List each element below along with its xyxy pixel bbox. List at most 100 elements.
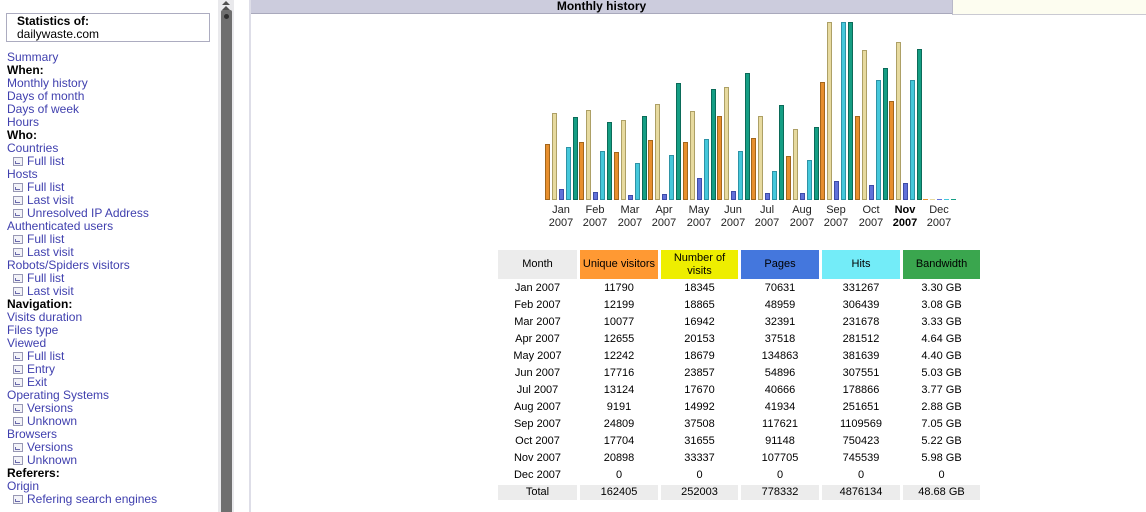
sublist-icon-mark bbox=[15, 239, 20, 242]
sidebar-link-days-of-week[interactable]: Days of week bbox=[7, 103, 80, 116]
sidebar-item-monthly-history[interactable]: Monthly history bbox=[0, 77, 218, 90]
sidebar-link-summary[interactable]: Summary bbox=[7, 51, 59, 64]
sidebar-item-versions[interactable]: Versions bbox=[0, 441, 218, 454]
sidebar-item-full-list[interactable]: Full list bbox=[0, 350, 218, 363]
bar-hits-mar-2007 bbox=[634, 163, 640, 200]
value-cell-hits: 331267 bbox=[822, 281, 900, 296]
sidebar-item-days-of-month[interactable]: Days of month bbox=[0, 90, 218, 103]
sidebar-item-refering-search-engines[interactable]: Refering search engines bbox=[0, 493, 218, 506]
sidebar-item-unresolved-ip-address[interactable]: Unresolved IP Address bbox=[0, 207, 218, 220]
bar-number-of-visits-aug-2007 bbox=[792, 129, 798, 200]
sidebar-item-full-list[interactable]: Full list bbox=[0, 181, 218, 194]
sidebar-item-summary[interactable]: Summary bbox=[0, 51, 218, 64]
x-axis-label-dec-2007: Dec 2007 bbox=[922, 204, 956, 230]
sidebar-item-unknown[interactable]: Unknown bbox=[0, 454, 218, 467]
sidebar-link-operating-systems[interactable]: Operating Systems bbox=[7, 389, 110, 402]
sublist-icon bbox=[13, 365, 23, 374]
sidebar-section-navigation: Navigation: bbox=[7, 298, 73, 311]
value-cell-number-of-visits: 17670 bbox=[661, 383, 738, 398]
sidebar-link-visits-duration[interactable]: Visits duration bbox=[7, 311, 83, 324]
sidebar-item-last-visit[interactable]: Last visit bbox=[0, 194, 218, 207]
scroll-up-icon[interactable] bbox=[218, 0, 234, 10]
bar-hits-aug-2007 bbox=[806, 160, 812, 200]
x-axis-year: 2007 bbox=[858, 217, 884, 229]
sidebar-item-hours[interactable]: Hours bbox=[0, 116, 218, 129]
bar-bandwidth-apr-2007 bbox=[675, 83, 681, 200]
sidebar-link-exit[interactable]: Exit bbox=[27, 376, 48, 389]
table-body: Jan 2007 11790 18345 70631 331267 3.30 GB Feb … bbox=[498, 281, 980, 500]
sidebar-link-unknown[interactable]: Unknown bbox=[27, 415, 78, 428]
sidebar-link-full-list[interactable]: Full list bbox=[27, 350, 65, 363]
month-cell: Feb 2007 bbox=[498, 298, 577, 313]
sidebar-item-days-of-week[interactable]: Days of week bbox=[0, 103, 218, 116]
sidebar-link-unresolved-ip-address[interactable]: Unresolved IP Address bbox=[27, 207, 149, 220]
sidebar-link-files-type[interactable]: Files type bbox=[7, 324, 59, 337]
sidebar-item-robots-spiders-visitors[interactable]: Robots/Spiders visitors bbox=[0, 259, 218, 272]
sidebar-link-hours[interactable]: Hours bbox=[7, 116, 40, 129]
sidebar-link-full-list[interactable]: Full list bbox=[27, 272, 65, 285]
sublist-icon-mark bbox=[15, 499, 20, 502]
sidebar-item-exit[interactable]: Exit bbox=[0, 376, 218, 389]
x-axis-label-jan-2007: Jan 2007 bbox=[544, 204, 578, 230]
sidebar-link-robots-spiders-visitors[interactable]: Robots/Spiders visitors bbox=[7, 259, 130, 272]
sidebar-link-entry[interactable]: Entry bbox=[27, 363, 56, 376]
sidebar-link-full-list[interactable]: Full list bbox=[27, 181, 65, 194]
sidebar-item-operating-systems[interactable]: Operating Systems bbox=[0, 389, 218, 402]
bar-unique-visitors-dec-2007 bbox=[922, 199, 928, 200]
x-axis-label-feb-2007: Feb 2007 bbox=[578, 204, 612, 230]
sidebar-scrollbar[interactable] bbox=[218, 0, 234, 512]
bar-group-jul-2007 bbox=[750, 20, 784, 200]
sidebar-link-versions[interactable]: Versions bbox=[27, 441, 74, 454]
sidebar-item-entry[interactable]: Entry bbox=[0, 363, 218, 376]
sidebar-item-browsers[interactable]: Browsers bbox=[0, 428, 218, 441]
sidebar-item-countries[interactable]: Countries bbox=[0, 142, 218, 155]
total-label-cell: Total bbox=[498, 485, 577, 500]
value-cell-hits: 178866 bbox=[822, 383, 900, 398]
bar-hits-apr-2007 bbox=[668, 155, 674, 200]
sidebar-link-last-visit[interactable]: Last visit bbox=[27, 285, 74, 298]
sidebar-item-last-visit[interactable]: Last visit bbox=[0, 285, 218, 298]
scrollbar-thumb[interactable] bbox=[221, 10, 232, 512]
sidebar-link-full-list[interactable]: Full list bbox=[27, 155, 65, 168]
sidebar-link-monthly-history[interactable]: Monthly history bbox=[7, 77, 88, 90]
sidebar-link-days-of-month[interactable]: Days of month bbox=[7, 90, 85, 103]
bar-bandwidth-sep-2007 bbox=[847, 22, 853, 200]
sidebar-link-last-visit[interactable]: Last visit bbox=[27, 194, 74, 207]
bar-number-of-visits-dec-2007 bbox=[929, 199, 935, 200]
sidebar-link-unknown[interactable]: Unknown bbox=[27, 454, 78, 467]
bar-bandwidth-may-2007 bbox=[710, 89, 716, 200]
sidebar-link-countries[interactable]: Countries bbox=[7, 142, 59, 155]
sidebar-item-files-type[interactable]: Files type bbox=[0, 324, 218, 337]
sidebar-item-versions[interactable]: Versions bbox=[0, 402, 218, 415]
sidebar-item-visits-duration[interactable]: Visits duration bbox=[0, 311, 218, 324]
sidebar-item-authenticated-users[interactable]: Authenticated users bbox=[0, 220, 218, 233]
value-cell-hits: 0 bbox=[822, 468, 900, 483]
bar-bandwidth-jan-2007 bbox=[572, 117, 578, 200]
bar-number-of-visits-sep-2007 bbox=[826, 22, 832, 200]
bar-pages-may-2007 bbox=[696, 178, 702, 200]
sidebar-link-authenticated-users[interactable]: Authenticated users bbox=[7, 220, 114, 233]
total-value-cell-hits: 4876134 bbox=[822, 485, 900, 500]
sidebar-link-versions[interactable]: Versions bbox=[27, 402, 74, 415]
bar-pages-jun-2007 bbox=[730, 191, 736, 200]
sidebar-item-viewed[interactable]: Viewed bbox=[0, 337, 218, 350]
sidebar-item-full-list[interactable]: Full list bbox=[0, 155, 218, 168]
sidebar-item-last-visit[interactable]: Last visit bbox=[0, 246, 218, 259]
sidebar-link-refering-search-engines[interactable]: Refering search engines bbox=[27, 493, 158, 506]
sidebar-link-hosts[interactable]: Hosts bbox=[7, 168, 38, 181]
column-header-number-of-visits: Number of visits bbox=[661, 250, 738, 279]
sidebar-item-hosts[interactable]: Hosts bbox=[0, 168, 218, 181]
sidebar-link-last-visit[interactable]: Last visit bbox=[27, 246, 74, 259]
sidebar-link-origin[interactable]: Origin bbox=[7, 480, 40, 493]
sidebar-item-unknown[interactable]: Unknown bbox=[0, 415, 218, 428]
sidebar-link-viewed[interactable]: Viewed bbox=[7, 337, 47, 350]
sidebar-item-origin[interactable]: Origin bbox=[0, 480, 218, 493]
value-cell-number-of-visits: 31655 bbox=[661, 434, 738, 449]
table-row-apr-2007: Apr 2007 12655 20153 37518 281512 4.64 GB bbox=[498, 332, 980, 347]
sidebar-menu: Summary When: Monthly history Days of month… bbox=[0, 51, 218, 506]
sidebar-item-full-list[interactable]: Full list bbox=[0, 233, 218, 246]
bar-bandwidth-aug-2007 bbox=[813, 127, 819, 200]
sidebar-link-browsers[interactable]: Browsers bbox=[7, 428, 58, 441]
sidebar-item-full-list[interactable]: Full list bbox=[0, 272, 218, 285]
sidebar-link-full-list[interactable]: Full list bbox=[27, 233, 65, 246]
